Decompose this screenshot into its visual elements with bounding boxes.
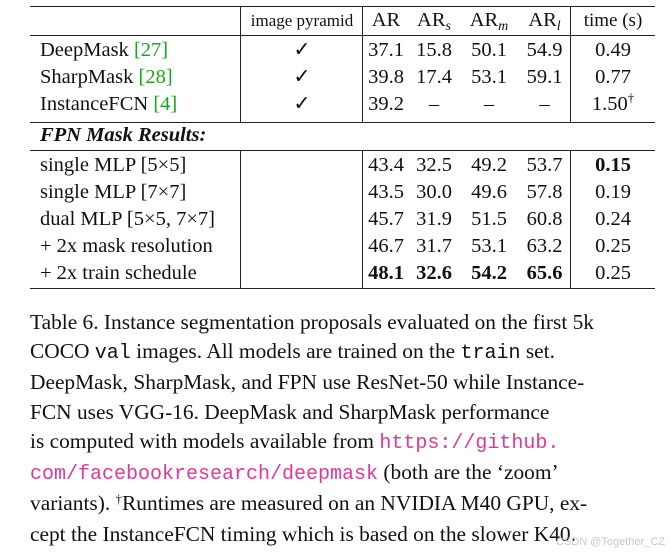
cell-time: 0.24 bbox=[595, 208, 631, 230]
cell-ar-m: 51.5 bbox=[471, 208, 507, 230]
row-name: InstanceFCN [4] bbox=[40, 93, 178, 115]
watermark: CSDN @Together_CZ bbox=[556, 536, 665, 548]
caption-line: COCO val images. All models are trained … bbox=[30, 339, 555, 366]
caption-line: is computed with models available from h… bbox=[30, 428, 560, 455]
cell-ar-l: – bbox=[539, 93, 550, 115]
row-name: + 2x train schedule bbox=[40, 262, 197, 284]
table-vrule-1b bbox=[240, 151, 241, 288]
header-image-pyramid: image pyramid bbox=[250, 11, 354, 30]
cell-time: 0.77 bbox=[595, 66, 631, 88]
cell-ar-m: 49.2 bbox=[471, 154, 507, 176]
deepmask-link[interactable]: https://github. bbox=[379, 431, 560, 455]
cell-ar: 39.8 bbox=[368, 66, 404, 88]
caption-line: com/facebookresearch/deepmask (both are … bbox=[30, 460, 559, 487]
cell-ar-m: 53.1 bbox=[471, 66, 507, 88]
cell-ar-s: 32.6 bbox=[416, 262, 452, 284]
caption-line: DeepMask, SharpMask, and FPN use ResNet-… bbox=[30, 370, 585, 395]
header-ar-s: ARs bbox=[417, 9, 451, 34]
code-train: train bbox=[460, 342, 521, 366]
header-ar-l: ARl bbox=[528, 9, 561, 34]
row-name: single MLP [7×7] bbox=[40, 181, 187, 203]
table-vrule-1 bbox=[240, 6, 241, 122]
table-rule-fpn bbox=[30, 150, 655, 151]
caption-line: FCN uses VGG-16. DeepMask and SharpMask … bbox=[30, 399, 550, 424]
checkmark-icon: ✓ bbox=[293, 93, 311, 115]
cell-ar-l: 54.9 bbox=[526, 39, 563, 61]
cell-ar-s: 32.5 bbox=[416, 154, 452, 176]
cell-ar-s: 31.7 bbox=[416, 235, 452, 257]
table-vrule-2 bbox=[362, 6, 363, 122]
cell-ar-l: 60.8 bbox=[526, 208, 563, 230]
cell-ar-s: 15.8 bbox=[416, 39, 452, 61]
row-name: dual MLP [5×5, 7×7] bbox=[40, 208, 215, 230]
cell-ar: 43.4 bbox=[368, 154, 404, 176]
row-name: + 2x mask resolution bbox=[40, 235, 213, 257]
cell-ar-m: 49.6 bbox=[471, 181, 507, 203]
cell-ar-l: 63.2 bbox=[526, 235, 563, 257]
cell-ar-s: 30.0 bbox=[416, 181, 452, 203]
checkmark-icon: ✓ bbox=[293, 39, 311, 61]
table-rule-header bbox=[30, 35, 655, 36]
cell-ar: 46.7 bbox=[368, 235, 404, 257]
cell-ar-m: 53.1 bbox=[471, 235, 507, 257]
cell-ar: 45.7 bbox=[368, 208, 404, 230]
table-vrule-3b bbox=[570, 151, 571, 288]
results-table: image pyramid AR ARs ARm ARl time (s) De… bbox=[30, 4, 655, 296]
deepmask-link-cont[interactable]: com/facebookresearch/deepmask bbox=[30, 463, 379, 487]
cell-ar: 48.1 bbox=[368, 262, 404, 284]
cell-ar-s: – bbox=[428, 93, 440, 115]
caption-line: Table 6. Instance segmentation proposals… bbox=[30, 310, 594, 334]
code-val: val bbox=[94, 342, 131, 366]
cell-ar: 39.2 bbox=[368, 93, 404, 115]
cell-ar-m: 54.2 bbox=[471, 262, 507, 284]
cell-time: 0.25 bbox=[595, 235, 631, 257]
checkmark-icon: ✓ bbox=[293, 66, 311, 88]
table-caption: Table 6. Instance segmentation proposals… bbox=[30, 308, 658, 550]
cell-ar-l: 59.1 bbox=[526, 66, 563, 88]
header-ar: AR bbox=[371, 9, 401, 31]
table-rule-section bbox=[30, 122, 655, 123]
dagger-mark: † bbox=[115, 491, 123, 507]
caption-line: variants). †Runtimes are measured on an … bbox=[30, 491, 588, 516]
cell-ar-m: 50.1 bbox=[471, 39, 507, 61]
header-time: time (s) bbox=[583, 10, 643, 31]
cell-ar: 43.5 bbox=[368, 181, 404, 203]
row-name: DeepMask [27] bbox=[40, 39, 169, 61]
cell-ar-m: – bbox=[483, 93, 495, 115]
cell-time: 0.25 bbox=[595, 262, 631, 284]
citation-link[interactable]: [27] bbox=[133, 39, 169, 61]
citation-link[interactable]: [4] bbox=[153, 93, 178, 115]
table-vrule-3 bbox=[570, 6, 571, 122]
row-name: single MLP [5×5] bbox=[40, 154, 187, 176]
header-ar-m: ARm bbox=[469, 9, 509, 34]
caption-line: cept the InstanceFCN timing which is bas… bbox=[30, 522, 576, 547]
cell-time: 0.49 bbox=[595, 39, 631, 61]
cell-ar-l: 53.7 bbox=[526, 154, 563, 176]
cell-ar: 37.1 bbox=[368, 39, 404, 61]
table-rule-top bbox=[30, 6, 655, 7]
cell-ar-s: 31.9 bbox=[416, 208, 452, 230]
cell-ar-l: 57.8 bbox=[526, 181, 563, 203]
section-title: FPN Mask Results: bbox=[40, 124, 207, 146]
citation-link[interactable]: [28] bbox=[138, 66, 173, 88]
table-vrule-2b bbox=[362, 151, 363, 288]
cell-time: 0.19 bbox=[595, 181, 631, 203]
cell-time: 1.50† bbox=[591, 90, 635, 115]
cell-time: 0.15 bbox=[595, 154, 631, 176]
cell-ar-s: 17.4 bbox=[416, 66, 452, 88]
table-rule-bottom bbox=[30, 288, 655, 289]
row-name: SharpMask [28] bbox=[40, 66, 173, 88]
cell-ar-l: 65.6 bbox=[526, 262, 563, 284]
